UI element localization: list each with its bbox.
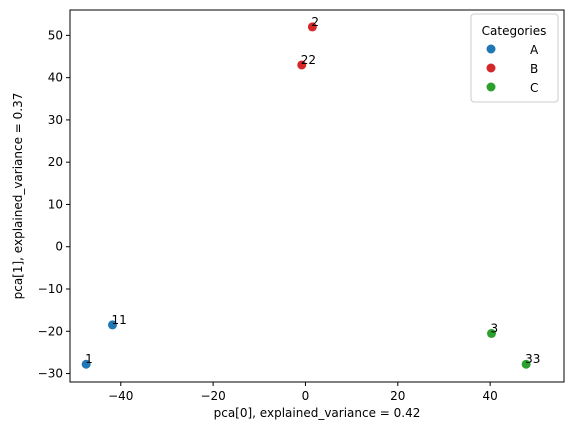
legend-label-B: B: [530, 62, 538, 76]
legend: Categories ABC: [470, 13, 559, 103]
legend-frame: [470, 13, 559, 103]
x-axis-ticks: −40 −20 0 20 40: [108, 382, 498, 403]
data-point-C: [487, 328, 497, 338]
data-point-A: [81, 359, 91, 369]
y-tick-label: −10: [38, 282, 63, 296]
y-axis-label: pca[1], explained_variance = 0.37: [11, 93, 25, 300]
x-tick-label: −40: [108, 389, 133, 403]
y-tick-label: −30: [38, 367, 63, 381]
data-point-C: [521, 359, 531, 369]
legend-marker-C: [486, 82, 496, 92]
x-tick-label: 40: [482, 389, 497, 403]
x-tick-label: 20: [390, 389, 405, 403]
x-tick-label: −20: [200, 389, 225, 403]
y-tick-label: 50: [48, 28, 63, 42]
y-tick-label: 20: [48, 155, 63, 169]
legend-label-A: A: [530, 43, 539, 57]
x-axis-label: pca[0], explained_variance = 0.42: [214, 406, 421, 420]
data-point-B: [307, 22, 317, 32]
x-tick-label: 0: [302, 389, 310, 403]
point-label: 2: [311, 15, 319, 29]
point-label: 11: [111, 313, 126, 327]
point-label: 3: [491, 321, 499, 335]
plot-area-frame: [69, 9, 565, 383]
legend-title: Categories: [482, 24, 547, 38]
y-tick-label: 10: [48, 197, 63, 211]
y-axis-ticks: −30 −20 −10 0 10 20 30 40 50: [38, 28, 70, 381]
data-point-B: [297, 60, 307, 70]
legend-entries: ABC: [486, 43, 539, 95]
legend-marker-B: [486, 63, 496, 73]
y-tick-label: 30: [48, 113, 63, 127]
y-tick-label: 40: [48, 71, 63, 85]
legend-marker-A: [486, 44, 496, 54]
legend-label-C: C: [530, 81, 538, 95]
point-label: 22: [301, 53, 316, 67]
data-point-A: [107, 320, 117, 330]
y-tick-label: −20: [38, 324, 63, 338]
y-tick-label: 0: [55, 240, 63, 254]
point-label: 33: [525, 352, 540, 366]
point-label: 1: [85, 352, 93, 366]
